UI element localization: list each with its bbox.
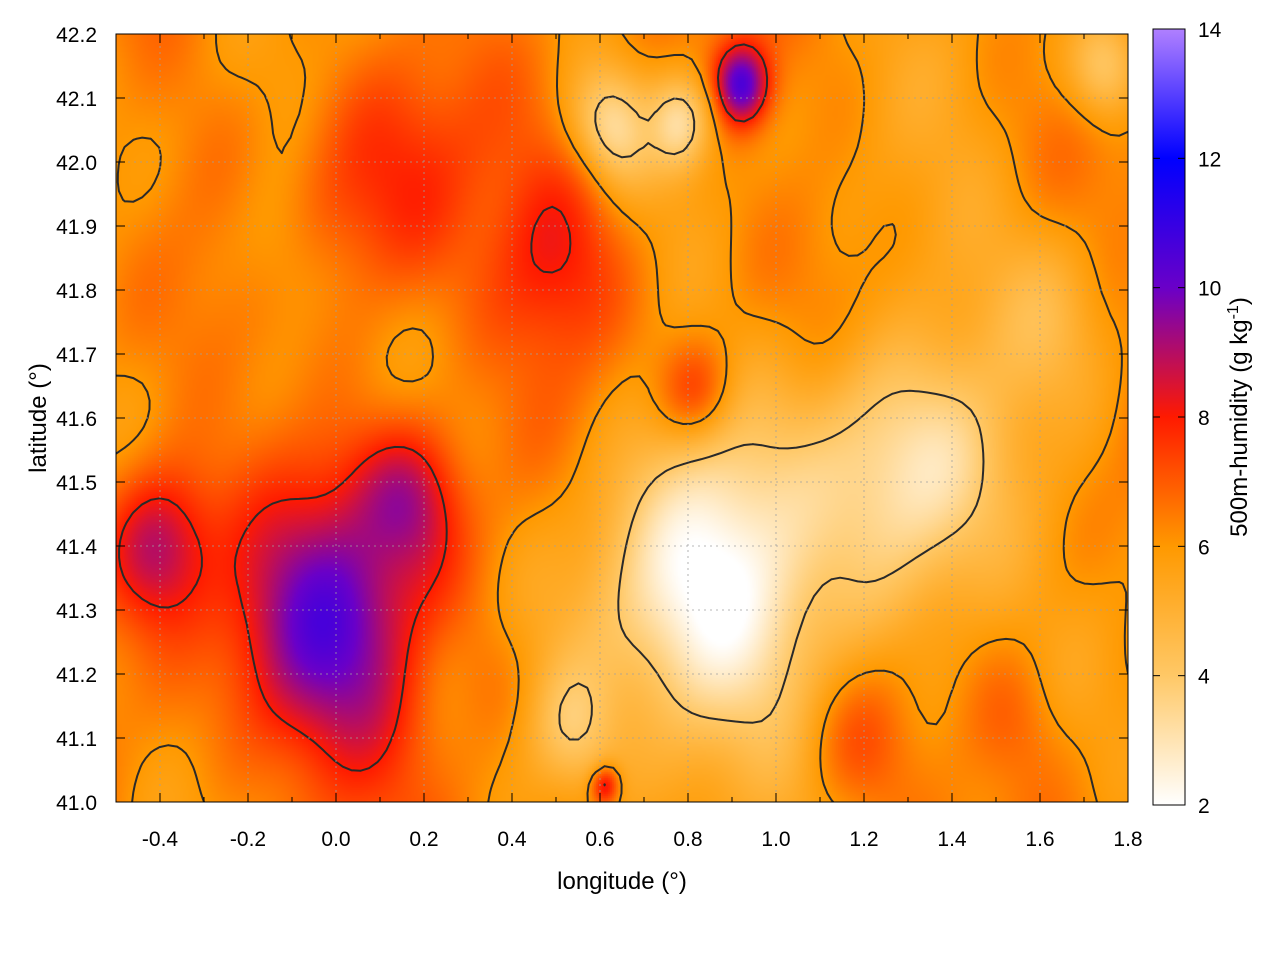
y-tick-label: 42.2 — [56, 24, 97, 47]
x-tick-label: 1.8 — [1113, 828, 1142, 851]
colorbar-label: 500m-humidity (g kg-1) — [1225, 297, 1253, 537]
y-tick-label: 41.9 — [56, 216, 97, 239]
x-tick-label: 1.0 — [761, 828, 790, 851]
colorbar-tick-label: 14 — [1198, 19, 1222, 42]
x-tick-label: 1.4 — [937, 828, 967, 851]
contour-level-6 — [116, 34, 1128, 802]
y-tick-label: 41.8 — [56, 280, 97, 303]
y-tick-label: 41.6 — [56, 408, 97, 431]
x-tick-label: 0.0 — [321, 828, 350, 851]
x-axis-label: longitude (°) — [557, 868, 687, 895]
plot-area: -0.4 -0.2 0.0 0.2 0.4 0.6 0.8 1.0 1.2 1.4 1.6 1.8 4… — [56, 24, 1142, 851]
y-tick-label: 41.5 — [56, 472, 97, 495]
x-tick-label: 0.2 — [409, 828, 438, 851]
x-tick-label: 1.2 — [849, 828, 878, 851]
colorbar-tick-label: 2 — [1198, 795, 1210, 818]
y-axis-label: latitude (°) — [25, 363, 52, 473]
x-tick-label: -0.4 — [142, 828, 179, 851]
y-tick-label: 41.2 — [56, 664, 97, 687]
colorbar-ticks: 2 4 6 8 10 12 14 — [1153, 19, 1222, 818]
colorbar-tick-label: 10 — [1198, 278, 1221, 301]
contour-lines — [116, 34, 1128, 802]
y-tick-label: 41.3 — [56, 600, 97, 623]
y-tick-label: 41.0 — [56, 792, 97, 815]
grid-lines — [116, 34, 1128, 802]
colorbar-tick-label: 6 — [1198, 536, 1210, 559]
colorbar-tick-label: 8 — [1198, 407, 1210, 430]
y-tick-label: 41.1 — [56, 728, 97, 751]
x-tick-label: 0.6 — [585, 828, 614, 851]
colorbar-tick-label: 4 — [1198, 666, 1210, 689]
contour-level-4 — [558, 95, 985, 741]
x-tick-label: 0.8 — [673, 828, 702, 851]
x-tick-label: 0.4 — [497, 828, 527, 851]
x-tick-label: 1.6 — [1025, 828, 1054, 851]
colorbar: 2 4 6 8 10 12 14 500m-humidity (g kg-1) — [1152, 19, 1253, 818]
x-axis-ticks: -0.4 -0.2 0.0 0.2 0.4 0.6 0.8 1.0 1.2 1.4 1.6 1.8 — [115, 34, 1143, 851]
y-tick-label: 41.7 — [56, 344, 97, 367]
y-tick-label: 41.4 — [56, 536, 97, 559]
y-tick-label: 42.0 — [56, 152, 97, 175]
y-axis-ticks: 41.0 41.1 41.2 41.3 41.4 41.5 41.6 41.7 41.8 41.9… — [56, 24, 1128, 815]
contour-level-8 — [118, 43, 769, 787]
colorbar-tick-label: 12 — [1198, 148, 1221, 171]
y-tick-label: 42.1 — [56, 88, 97, 111]
x-tick-label: -0.2 — [230, 828, 266, 851]
